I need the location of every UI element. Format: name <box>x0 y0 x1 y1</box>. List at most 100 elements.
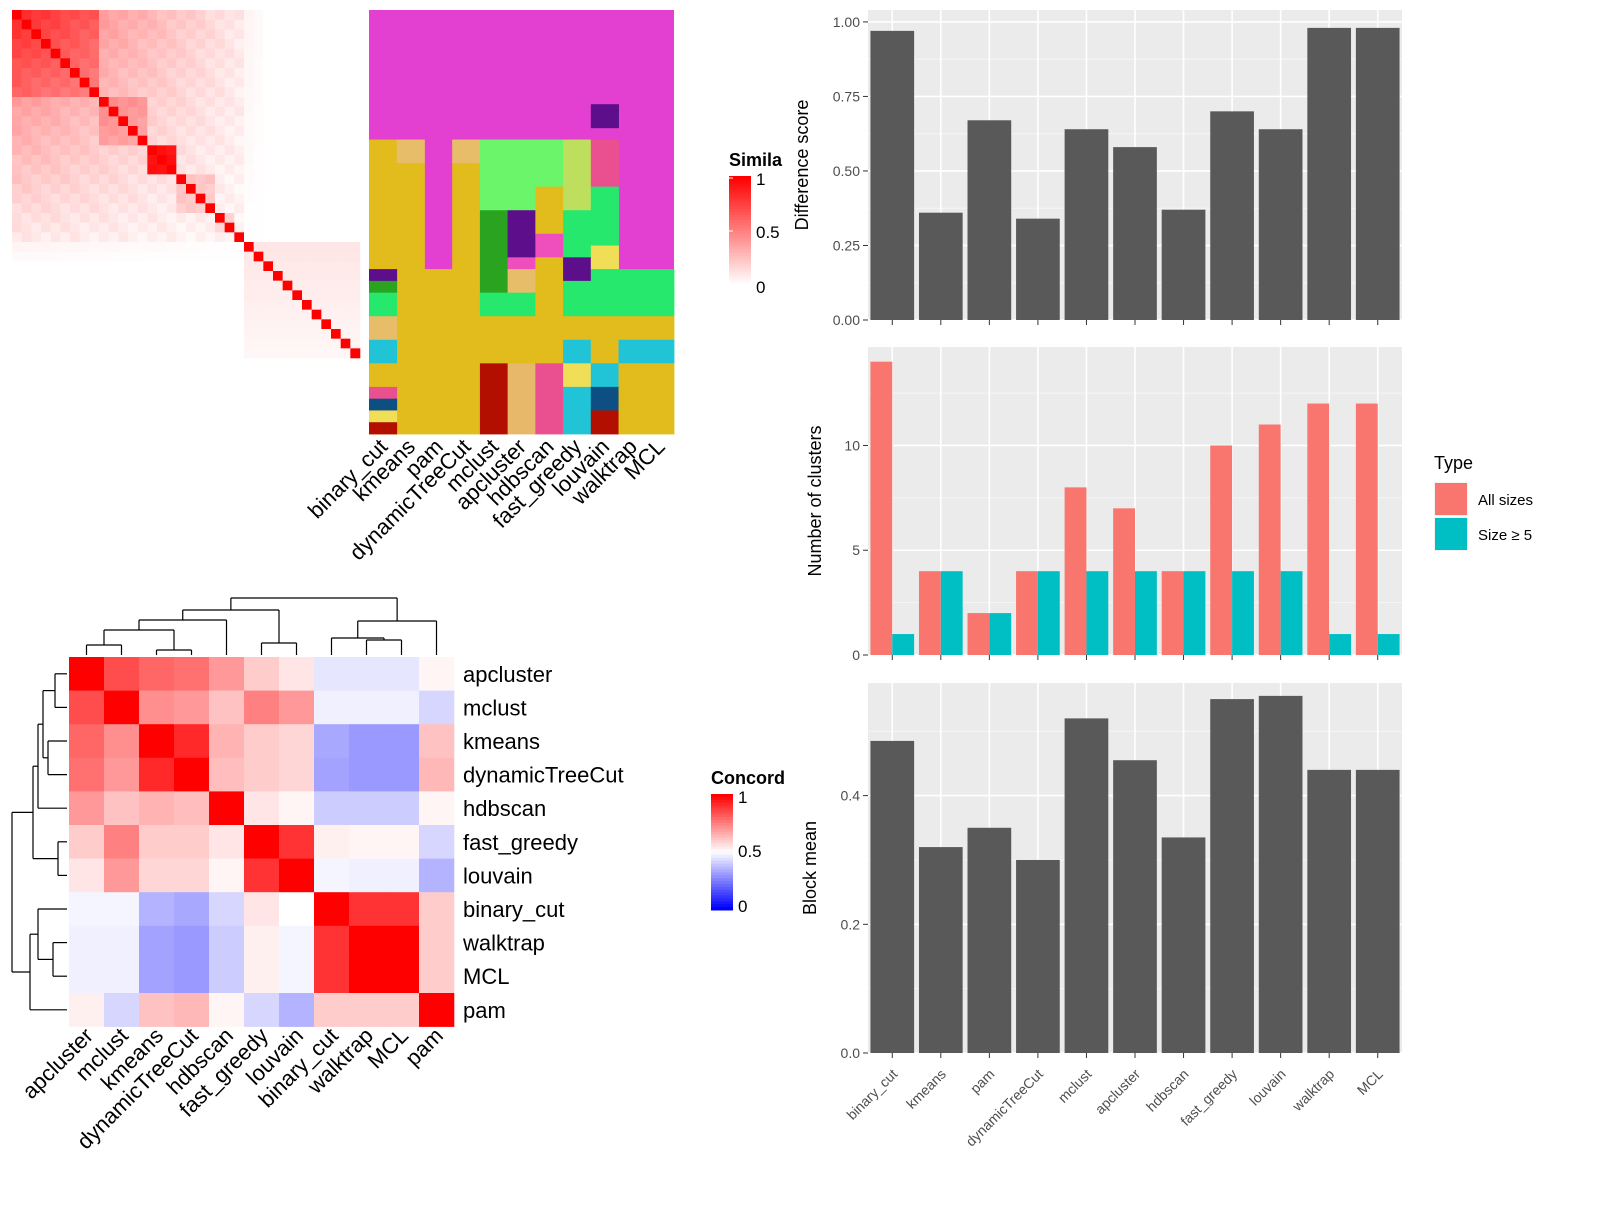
heatmap-cell <box>234 155 245 165</box>
heatmap-cell <box>311 29 322 40</box>
heatmap-cell <box>12 155 22 165</box>
heatmap-cell <box>340 319 351 330</box>
heatmap-cell <box>137 106 148 117</box>
heatmap-cell <box>108 135 119 146</box>
class-segment <box>507 316 536 364</box>
heatmap-cell <box>273 193 283 204</box>
heatmap-cell <box>253 329 264 339</box>
heatmap-cell <box>174 825 210 859</box>
heatmap-cell <box>195 77 206 88</box>
heatmap-cell <box>50 126 61 136</box>
heatmap-cell <box>292 261 303 272</box>
heatmap-cell <box>69 690 105 725</box>
bar <box>1329 634 1352 655</box>
heatmap-cell <box>195 58 206 69</box>
legend-gradient-step <box>711 831 733 836</box>
bar <box>1161 837 1206 1053</box>
heatmap-cell <box>215 329 225 339</box>
heatmap-cell <box>118 87 129 98</box>
heatmap-cell <box>224 261 235 272</box>
heatmap-cell <box>302 348 312 359</box>
heatmap-cell <box>244 925 280 960</box>
heatmap-cell <box>31 29 42 40</box>
heatmap-cell <box>60 19 71 30</box>
heatmap-cell <box>12 39 22 49</box>
heatmap-cell <box>157 97 167 107</box>
y-tick-label: 0.2 <box>841 916 861 932</box>
heatmap-cell <box>244 690 280 725</box>
bar <box>1161 209 1206 320</box>
heatmap-cell <box>147 145 158 156</box>
bar <box>967 120 1012 321</box>
heatmap-cell <box>186 329 196 339</box>
heatmap-cell <box>21 261 32 272</box>
heatmap-cell <box>340 329 351 339</box>
heatmap-cell <box>340 87 351 98</box>
x-tick-label: hdbscan <box>1143 1066 1192 1115</box>
heatmap-cell <box>302 309 312 320</box>
heatmap-cell <box>234 348 245 359</box>
heatmap-cell <box>21 319 32 330</box>
heatmap-cell <box>147 19 158 30</box>
heatmap-cell <box>244 338 254 349</box>
bar <box>1064 718 1109 1053</box>
heatmap-cell <box>302 106 312 117</box>
heatmap-cell <box>137 29 148 40</box>
legend-gradient-step <box>711 834 733 838</box>
heatmap-cell <box>137 309 148 320</box>
heatmap-cell <box>50 68 61 78</box>
heatmap-cell <box>176 203 187 214</box>
heatmap-cell <box>224 48 235 59</box>
heatmap-cell <box>244 135 254 146</box>
heatmap-cell <box>69 993 105 1027</box>
concordance-heatmap: apclustermclustkmeansdynamicTreeCuthdbsc… <box>17 657 624 1154</box>
heatmap-cell <box>104 858 140 893</box>
heatmap-cell <box>263 213 274 223</box>
class-segment <box>369 304 398 317</box>
heatmap-cell <box>292 29 303 40</box>
heatmap-cell <box>273 222 283 233</box>
heatmap-cell <box>41 222 51 233</box>
bar <box>918 212 963 320</box>
class-segment <box>369 351 398 364</box>
x-tick-label: pam <box>967 1066 998 1097</box>
heatmap-cell <box>137 184 148 194</box>
heatmap-cell <box>79 77 90 88</box>
heatmap-cell <box>41 48 51 59</box>
heatmap-cell <box>118 193 129 204</box>
heatmap-cell <box>176 280 187 291</box>
heatmap-cell <box>50 19 61 30</box>
heatmap-cell <box>302 300 312 310</box>
class-segment <box>479 316 509 364</box>
heatmap-cell <box>41 97 51 107</box>
heatmap-cell <box>166 261 177 272</box>
heatmap-cell <box>224 145 235 156</box>
heatmap-cell <box>224 174 235 185</box>
heatmap-cell <box>89 242 100 252</box>
heatmap-cell <box>41 203 51 214</box>
heatmap-cell <box>292 213 303 223</box>
heatmap-cell <box>99 97 109 107</box>
heatmap-cell <box>331 97 341 107</box>
heatmap-cell <box>79 106 90 117</box>
x-tick-label: binary_cut <box>843 1066 900 1123</box>
class-segment <box>369 363 398 376</box>
heatmap-cell <box>331 232 341 243</box>
heatmap-cell <box>70 39 80 49</box>
heatmap-cell <box>89 184 100 194</box>
heatmap-cell <box>12 242 22 252</box>
heatmap-cell <box>176 97 187 107</box>
heatmap-cell <box>128 329 138 339</box>
heatmap-cell <box>263 29 274 40</box>
heatmap-cell <box>282 87 293 98</box>
heatmap-cell <box>69 657 105 691</box>
heatmap-cell <box>139 959 175 994</box>
heatmap-cell <box>128 10 138 20</box>
heatmap-cell <box>253 29 264 40</box>
heatmap-cell <box>331 77 341 88</box>
class-segment <box>535 257 564 270</box>
heatmap-cell <box>340 261 351 272</box>
heatmap-cell <box>302 203 312 214</box>
heatmap-cell <box>331 184 341 194</box>
bar <box>1258 695 1303 1053</box>
